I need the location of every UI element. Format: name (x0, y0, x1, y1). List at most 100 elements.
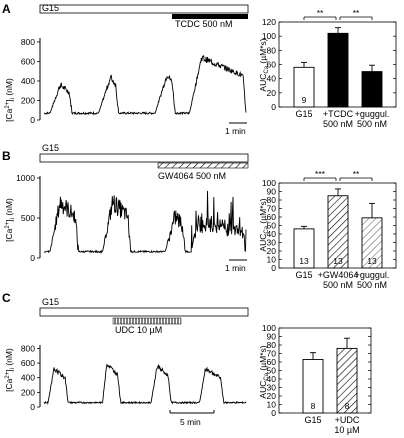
bar-ylabel: AUCCa (µM*s) (258, 198, 270, 251)
calcium-trace (43, 54, 247, 116)
n-label: 8 (370, 95, 375, 105)
y-tick-label: 40 (267, 74, 277, 84)
y-tick-label: 60 (267, 60, 277, 70)
calcium-trace (43, 190, 247, 254)
drug-label: TCDC 500 nM (175, 19, 233, 29)
y-tick-label: 120 (262, 17, 276, 27)
significance-mark: ** (353, 8, 360, 18)
y-tick-label: 50 (267, 221, 277, 231)
trace-ylabel: [Ca2+]i (nM) (4, 78, 16, 122)
group-sublabel: 10 µM (334, 425, 359, 435)
y-tick-label: 100 (262, 323, 276, 333)
y-tick-label: 600 (21, 56, 35, 66)
bath-bar (39, 153, 249, 163)
scale-bar-label: 1 min (225, 126, 246, 136)
y-tick-label: 800 (21, 37, 35, 47)
drug-bar (172, 14, 248, 19)
y-tick-label: 90 (267, 332, 277, 342)
y-tick-label: 200 (21, 387, 35, 397)
y-tick-label: 70 (267, 349, 277, 359)
n-label: 13 (333, 256, 343, 266)
n-label: 13 (299, 256, 309, 266)
y-tick-label: 80 (267, 45, 277, 55)
y-tick-label: 400 (21, 76, 35, 86)
y-tick-label: 200 (21, 95, 35, 105)
y-tick-label: 0 (30, 402, 35, 412)
y-tick-label: 50 (267, 366, 277, 376)
group-label: G15 (295, 109, 312, 119)
y-tick-label: 70 (267, 204, 277, 214)
y-tick-label: 40 (267, 374, 277, 384)
y-tick-label: 500 (21, 213, 35, 223)
trace-c: 0 200 400 600 800 (21, 343, 247, 412)
y-tick-label: 10 (267, 400, 277, 410)
group-label: +TCDC (323, 109, 354, 119)
panel-c-label: C (2, 291, 11, 305)
y-tick-label: 0 (271, 263, 276, 273)
group-label: G15 (304, 415, 321, 425)
y-tick-label: 60 (267, 212, 277, 222)
y-tick-label: 40 (267, 229, 277, 239)
scale-bar-label: 5 min (180, 417, 201, 427)
y-tick-label: 80 (267, 195, 277, 205)
calcium-trace (43, 364, 247, 406)
y-tick-label: 800 (21, 343, 35, 353)
bath-bar (39, 4, 249, 14)
significance-mark: *** (315, 169, 326, 179)
bath-label: G15 (42, 3, 59, 13)
drug-bar (112, 317, 182, 325)
group-label: +GW4064 (318, 270, 359, 280)
bath-label: G15 (42, 143, 59, 153)
n-label: 8 (311, 401, 316, 411)
bath-label: G15 (42, 297, 59, 307)
significance-mark: ** (317, 8, 324, 18)
group-sublabel: 500 nM (323, 280, 353, 290)
n-label: 9 (336, 95, 341, 105)
n-label: 13 (367, 256, 377, 266)
trace-a: 0 200 400 600 800 (21, 37, 247, 125)
group-label: +UDC (335, 415, 360, 425)
trace-ylabel: [Ca2+]i (nM) (4, 348, 16, 392)
y-tick-label: 1000 (16, 173, 35, 183)
group-sublabel: 500 nM (357, 280, 387, 290)
drug-bar (157, 162, 249, 169)
y-tick-label: 90 (267, 187, 277, 197)
group-label: G15 (295, 270, 312, 280)
y-tick-label: 0 (30, 253, 35, 263)
panel-b-label: B (2, 149, 11, 163)
y-tick-label: 30 (267, 383, 277, 393)
y-tick-label: 100 (262, 31, 276, 41)
bar-ylabel: AUCCa (µM*s) (258, 345, 270, 398)
trace-ylabel: [Ca2+]i (nM) (4, 198, 16, 242)
y-tick-label: 60 (267, 357, 277, 367)
group-label: +guggul. (355, 109, 390, 119)
y-tick-label: 100 (262, 178, 276, 188)
y-tick-label: 0 (30, 115, 35, 125)
drug-label: UDC 10 µM (115, 325, 162, 335)
drug-label: GW4064 500 nM (158, 171, 226, 181)
y-tick-label: 80 (267, 340, 277, 350)
group-label: +guggul. (355, 270, 390, 280)
panel-a-label: A (2, 2, 11, 16)
n-label: 8 (345, 401, 350, 411)
y-tick-label: 20 (267, 88, 277, 98)
bath-bar (39, 307, 249, 317)
significance-mark: ** (353, 169, 360, 179)
scale-bar-label: 1 min (225, 263, 246, 273)
trace-b: 0 500 1000 (16, 173, 247, 263)
y-tick-label: 0 (271, 102, 276, 112)
y-tick-label: 20 (267, 246, 277, 256)
group-sublabel: 500 nM (323, 119, 353, 129)
group-sublabel: 500 nM (357, 119, 387, 129)
y-tick-label: 10 (267, 255, 277, 265)
y-tick-label: 20 (267, 391, 277, 401)
bar-ylabel: AUCCa (µM*s) (258, 38, 270, 91)
y-tick-label: 600 (21, 358, 35, 368)
y-tick-label: 0 (271, 408, 276, 418)
y-tick-label: 30 (267, 238, 277, 248)
